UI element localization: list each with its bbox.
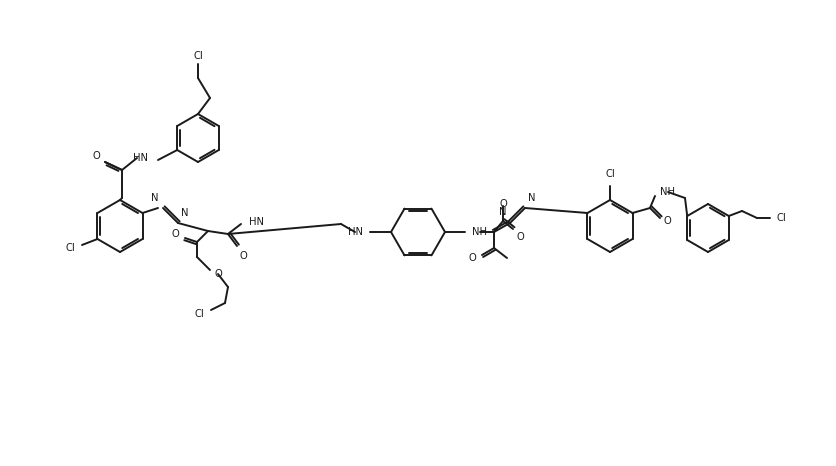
Text: O: O [517,232,524,242]
Text: O: O [171,229,179,239]
Text: N: N [528,193,535,203]
Text: Cl: Cl [604,169,614,179]
Text: NH: NH [660,187,674,197]
Text: NH: NH [472,227,487,237]
Text: O: O [215,269,222,279]
Text: Cl: Cl [193,51,202,61]
Text: O: O [92,151,99,161]
Text: Cl: Cl [194,309,204,319]
Text: N: N [181,208,188,218]
Text: HN: HN [248,217,263,227]
Text: O: O [240,251,247,261]
Text: Cl: Cl [65,243,75,253]
Text: O: O [663,216,671,226]
Text: O: O [498,199,507,209]
Text: O: O [467,253,476,263]
Text: N: N [151,193,159,203]
Text: Cl: Cl [776,213,786,223]
Text: HN: HN [133,153,148,163]
Text: N: N [499,207,507,217]
Text: HN: HN [348,227,363,237]
